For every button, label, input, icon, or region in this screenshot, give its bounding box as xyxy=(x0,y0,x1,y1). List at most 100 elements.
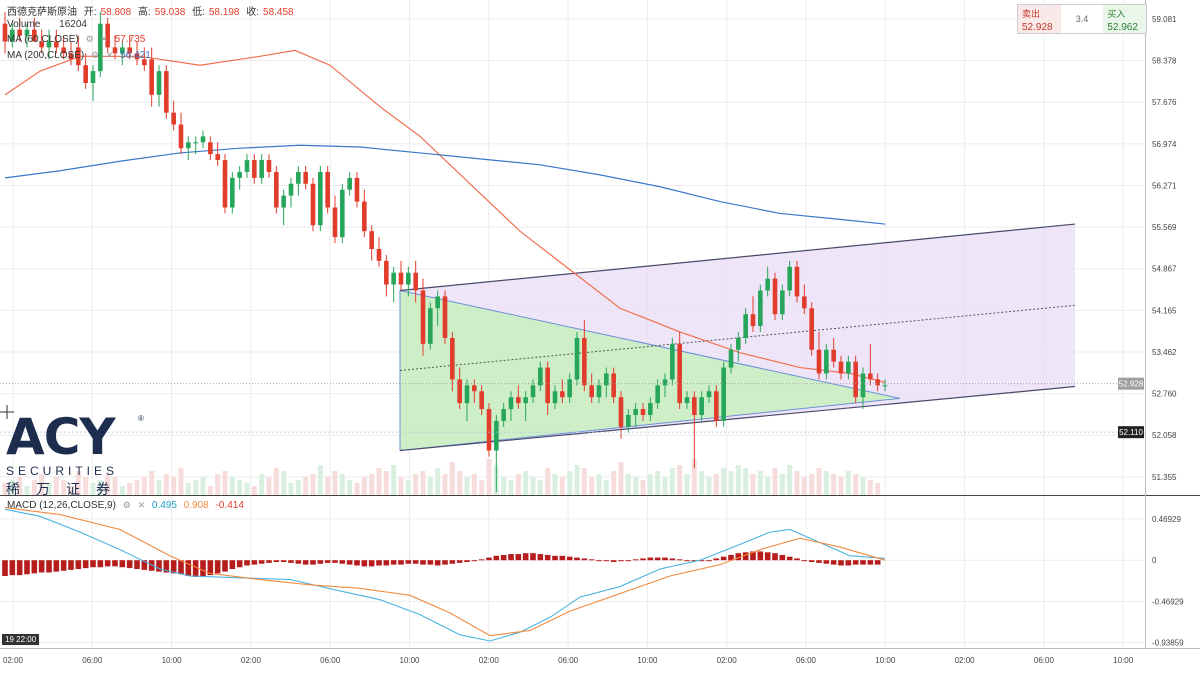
macd-histogram-bar xyxy=(618,560,624,562)
volume-bar xyxy=(801,477,807,495)
volume-bar xyxy=(640,480,646,495)
macd-histogram-bar xyxy=(170,560,177,574)
candle-body xyxy=(398,272,404,285)
candle-body xyxy=(464,385,470,404)
macd-histogram-bar xyxy=(90,560,96,568)
macd-tick-label: -0.46929 xyxy=(1152,597,1184,606)
macd-label: MACD (12,26,CLOSE,9) xyxy=(7,500,116,511)
volume-bar xyxy=(24,486,30,495)
candle-body xyxy=(758,290,763,327)
macd-histogram-bar xyxy=(750,551,756,561)
candle-body xyxy=(582,337,587,386)
macd-tick-label: 0 xyxy=(1152,556,1157,565)
macd-histogram-bar xyxy=(207,560,214,576)
gear-icon[interactable]: ⚙ xyxy=(91,50,100,60)
macd-histogram-bar xyxy=(258,560,265,564)
candle-body xyxy=(32,29,37,42)
volume-bar xyxy=(310,474,316,495)
macd-histogram-bar xyxy=(720,556,727,561)
macd-histogram-bar xyxy=(662,557,668,561)
macd-histogram-bar xyxy=(757,551,764,561)
macd-histogram-bar xyxy=(398,560,404,565)
macd-histogram-bar xyxy=(647,557,654,561)
logo-securities: SECURITIES xyxy=(6,464,119,478)
candle-body xyxy=(875,379,880,386)
volume-bar xyxy=(68,486,74,495)
candle-body xyxy=(435,296,440,309)
time-tick-label: 02:00 xyxy=(479,656,500,665)
candle-body xyxy=(310,183,316,226)
candle-body xyxy=(530,385,536,398)
buy-button[interactable]: 买入 52.962 xyxy=(1103,5,1147,33)
time-tick-label: 02:00 xyxy=(955,656,976,665)
candle-body xyxy=(868,373,873,380)
volume-bar xyxy=(713,474,719,495)
macd-histogram-bar xyxy=(383,560,390,566)
close-icon[interactable]: ✕ xyxy=(105,50,114,60)
volume-bar xyxy=(552,474,558,495)
candle-body xyxy=(354,177,360,202)
volume-bar xyxy=(794,471,800,495)
macd-histogram-bar xyxy=(464,560,470,562)
candle-body xyxy=(178,124,184,149)
high-label: 高: xyxy=(137,7,151,18)
volume-bar xyxy=(779,474,785,495)
macd-tick-label: -0.93859 xyxy=(1152,639,1184,648)
gear-icon[interactable]: ⚙ xyxy=(85,34,94,44)
macd-histogram-bar xyxy=(530,553,536,561)
candle-body xyxy=(640,409,646,415)
candle-body xyxy=(61,47,66,54)
price-tick-label: 55.569 xyxy=(1152,223,1177,232)
candle-body xyxy=(90,71,96,83)
candle-body xyxy=(171,112,176,125)
macd-histogram-bar xyxy=(596,560,602,562)
candle-body xyxy=(560,391,565,398)
volume-bar xyxy=(669,468,675,495)
sell-button[interactable]: 卖出 52.928 xyxy=(1018,5,1061,33)
candle-body xyxy=(252,160,257,178)
logo-brand: ACY xyxy=(6,408,116,466)
candle-body xyxy=(714,391,719,421)
gear-icon[interactable]: ⚙ xyxy=(122,500,131,510)
volume-legend: Volume 16204 xyxy=(7,19,91,30)
candle-body xyxy=(134,53,140,60)
candle-body xyxy=(802,296,807,309)
macd-histogram-bar xyxy=(764,552,771,561)
macd-histogram-bar xyxy=(324,560,331,563)
volume-value: 16204 xyxy=(59,19,87,30)
macd-tick-label: 0.46929 xyxy=(1152,515,1181,524)
sell-label: 卖出 xyxy=(1022,9,1041,19)
macd-histogram-bar xyxy=(669,558,676,561)
volume-bar xyxy=(655,471,661,495)
volume-bar xyxy=(332,471,338,495)
candle-body xyxy=(340,189,345,238)
candle-body xyxy=(809,308,814,350)
macd-histogram-bar xyxy=(156,560,162,572)
candle-body xyxy=(281,195,286,208)
macd-histogram-bar xyxy=(845,560,852,566)
volume-bar xyxy=(391,465,397,495)
volume-bar xyxy=(193,480,199,495)
macd-value: 0.495 xyxy=(151,500,177,511)
candle-body xyxy=(567,379,572,398)
candle-body xyxy=(846,361,851,374)
close-icon[interactable]: ✕ xyxy=(137,500,146,510)
candle-body xyxy=(721,367,726,421)
macd-histogram-bar xyxy=(508,554,514,561)
macd-histogram-bar xyxy=(434,560,441,566)
macd-histogram-bar xyxy=(75,560,82,569)
candle-body xyxy=(244,160,250,172)
candle-body xyxy=(46,41,52,48)
volume-bar xyxy=(347,480,353,495)
candle-body xyxy=(589,385,594,398)
candle-body xyxy=(501,409,506,421)
candle-body xyxy=(479,391,484,410)
macd-histogram-bar xyxy=(310,560,316,565)
volume-bar xyxy=(229,477,235,495)
volume-bar xyxy=(633,477,639,495)
volume-bar xyxy=(823,471,829,495)
close-icon[interactable]: ✕ xyxy=(100,34,108,44)
volume-bar xyxy=(479,480,485,495)
volume-bar xyxy=(361,477,367,495)
